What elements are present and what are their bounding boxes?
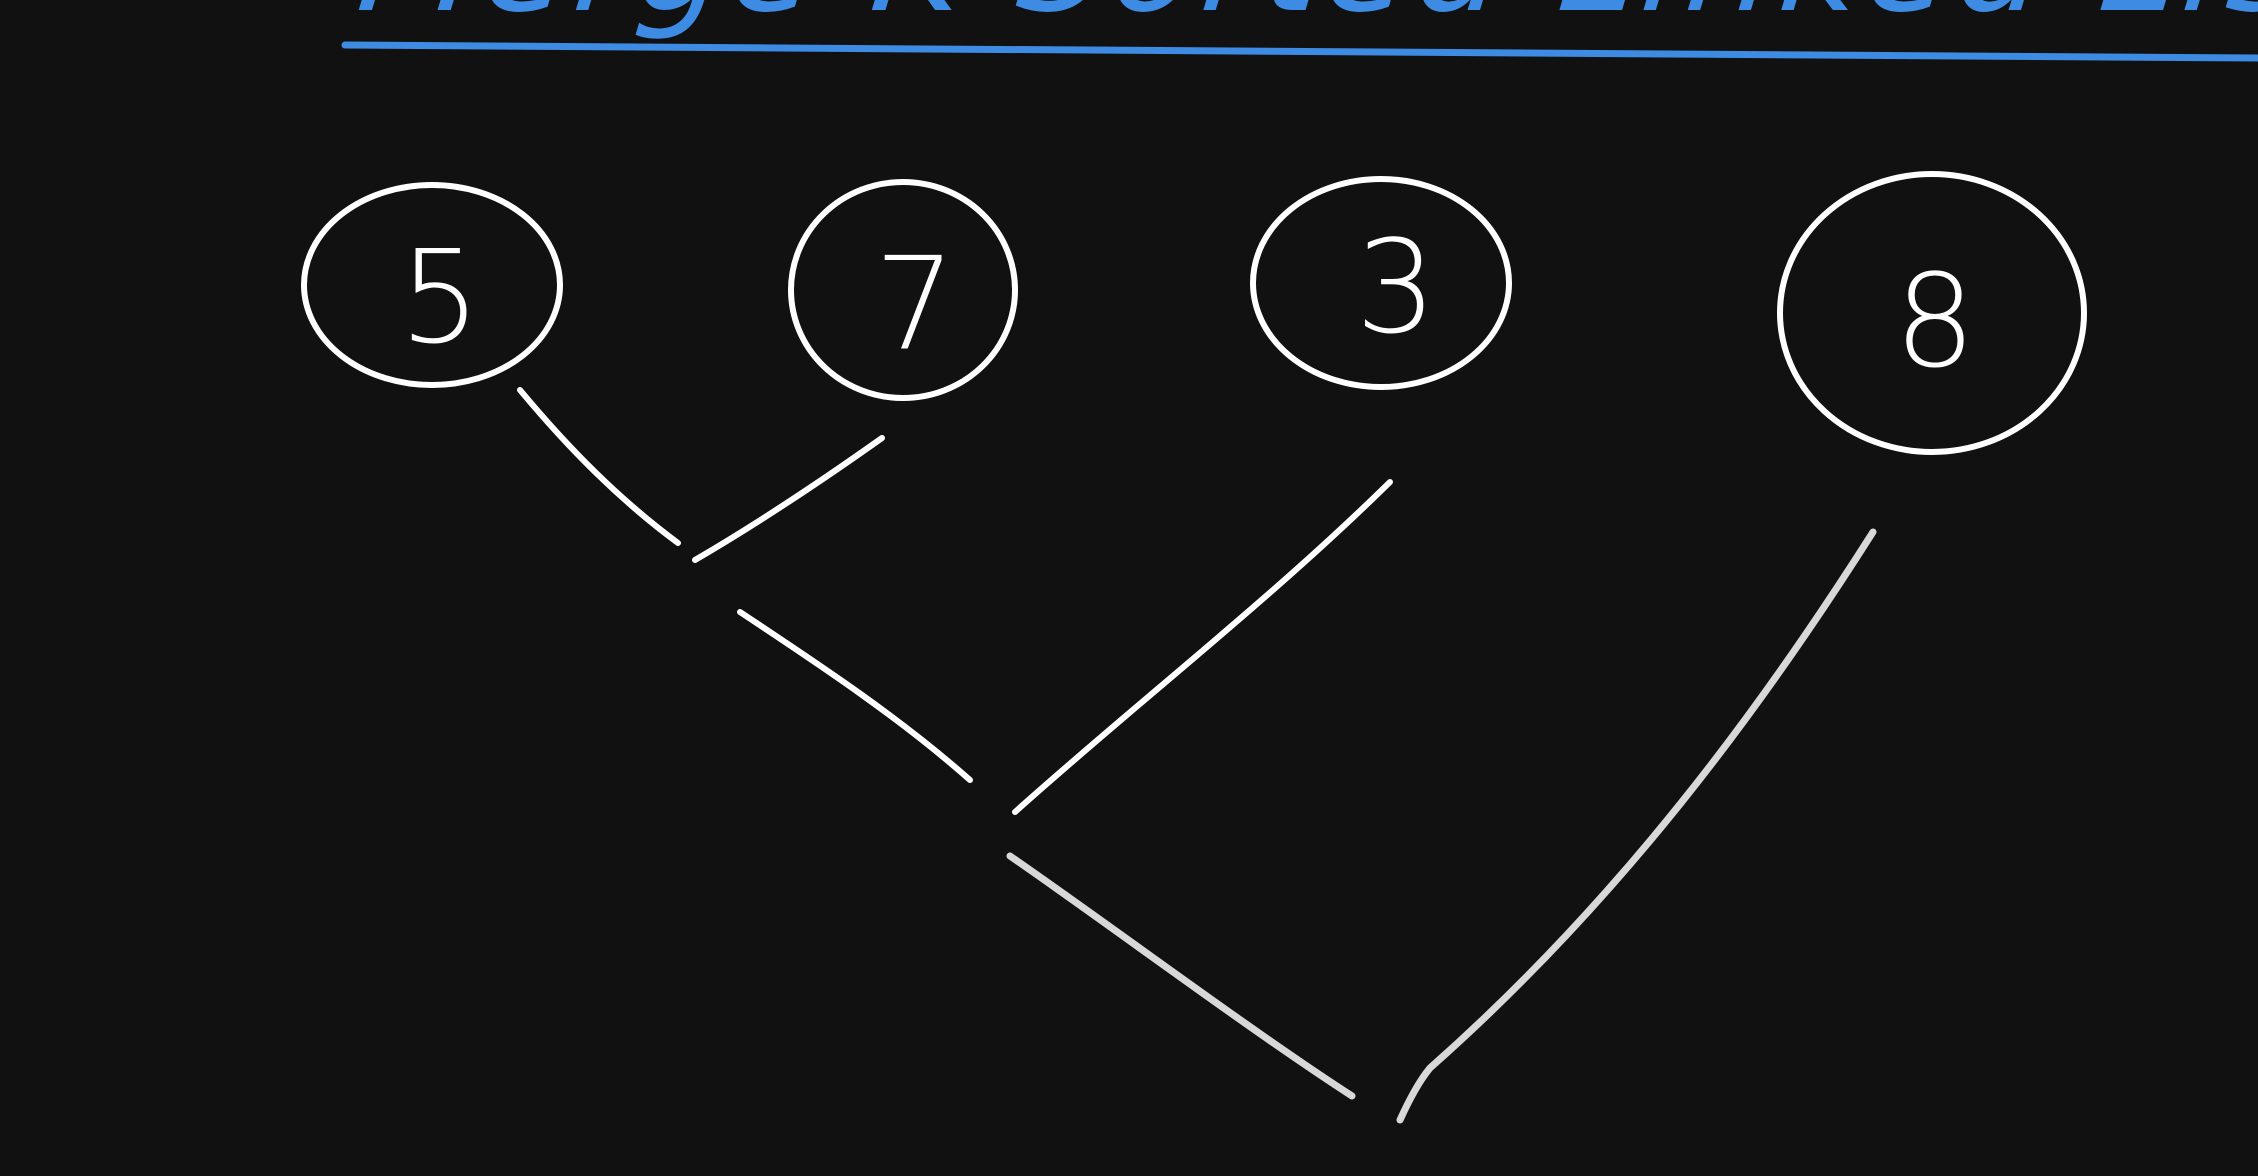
list-node-2: 7 [788, 179, 1018, 401]
merge-edge-8 [1396, 528, 1877, 1124]
merge-edge-57 [737, 609, 973, 783]
node-label: 3 [1355, 214, 1436, 363]
merge-edge-3 [1012, 479, 1393, 815]
node-label: 8 [1894, 248, 1975, 397]
merge-edge-573 [1006, 852, 1356, 1100]
merge-edge-5 [517, 387, 681, 546]
list-node-3: 3 [1250, 176, 1512, 390]
title-underline [341, 41, 2258, 62]
list-node-4: 8 [1777, 171, 2087, 455]
node-label: 5 [399, 224, 480, 373]
node-circle [1250, 176, 1512, 390]
node-label: 7 [874, 231, 955, 380]
merge-edge-7 [692, 435, 885, 563]
node-circle [301, 182, 563, 388]
node-circle [788, 179, 1018, 401]
list-node-1: 5 [301, 182, 563, 388]
node-circle [1777, 171, 2087, 455]
